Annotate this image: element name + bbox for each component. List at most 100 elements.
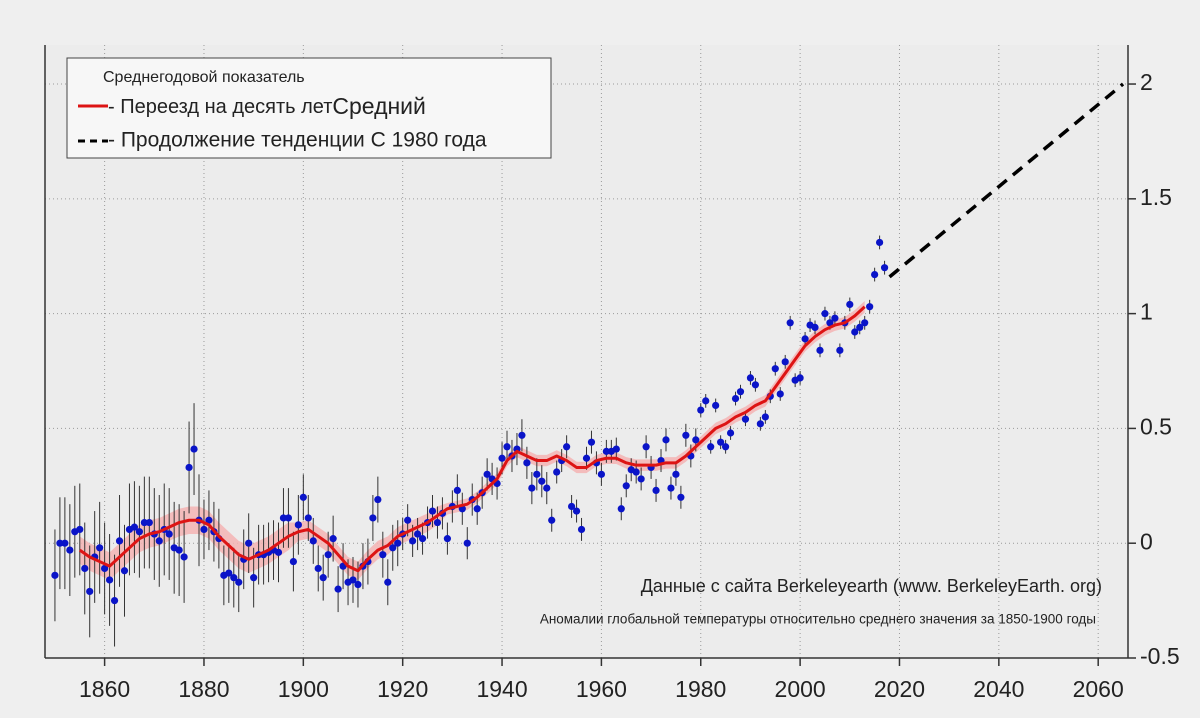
legend-title: Среднегодовой показатель (103, 69, 305, 86)
data-point (761, 413, 769, 421)
data-point (672, 470, 680, 478)
legend: Среднегодовой показатель - Переезд на де… (66, 57, 552, 159)
data-point (637, 475, 645, 483)
data-point (642, 443, 650, 451)
data-point (120, 567, 129, 575)
data-point (61, 539, 69, 547)
data-point (115, 537, 124, 545)
data-point (443, 535, 451, 543)
data-point (553, 468, 561, 476)
uncertainty-band (79, 300, 865, 580)
data-point (86, 587, 94, 596)
y-tick-label: 1.5 (1140, 184, 1172, 210)
data-point (394, 539, 402, 547)
data-point (453, 486, 461, 495)
data-point (225, 569, 233, 577)
data-point (389, 544, 397, 552)
data-point (294, 521, 302, 529)
data-point (816, 346, 824, 354)
x-tick-label: 2000 (775, 676, 826, 702)
data-point (190, 445, 198, 453)
data-point (776, 390, 784, 398)
legend-box (66, 57, 552, 159)
data-point (880, 264, 889, 272)
data-point (314, 564, 322, 573)
data-point (309, 537, 317, 545)
data-point (250, 574, 258, 582)
data-point (66, 546, 74, 554)
data-point (876, 238, 884, 247)
data-point (726, 429, 735, 437)
legend-label: - Переезд на десять летСредний (108, 93, 426, 119)
data-point (622, 482, 630, 490)
x-tick-label: 2060 (1073, 676, 1124, 702)
data-point (582, 454, 591, 462)
data-point (692, 436, 700, 444)
data-point (369, 514, 377, 522)
data-point (851, 328, 859, 336)
data-point (563, 443, 571, 451)
data-point (51, 571, 59, 579)
y-tick-label: -0.5 (1140, 643, 1180, 669)
annotation: Данные с сайта Berkeleyearth (www. Berke… (641, 576, 1102, 596)
data-point (811, 323, 819, 331)
data-point (503, 443, 511, 451)
data-point (379, 551, 387, 559)
data-point (682, 431, 690, 439)
data-point (652, 486, 660, 495)
data-point (433, 518, 442, 527)
data-point (155, 537, 163, 545)
y-tick-label: 0.5 (1140, 413, 1172, 439)
data-point (702, 397, 710, 405)
x-tick-label: 2040 (973, 676, 1024, 702)
data-point (135, 528, 143, 536)
data-point (572, 507, 581, 515)
data-point (826, 319, 834, 327)
data-point (76, 525, 84, 534)
data-point (523, 459, 531, 467)
x-tick-label: 1900 (278, 676, 329, 702)
data-point (96, 544, 104, 552)
data-point (831, 314, 839, 322)
data-point (751, 381, 760, 389)
data-point (786, 319, 794, 327)
data-point (617, 505, 625, 513)
data-point (374, 495, 382, 504)
data-point (473, 505, 481, 513)
trend-line (888, 82, 1125, 279)
data-point (861, 319, 869, 327)
data-point (418, 535, 427, 543)
data-point (717, 438, 725, 446)
x-tick-label: 1860 (79, 676, 130, 702)
x-tick-label: 1960 (576, 676, 627, 702)
data-point (796, 374, 804, 382)
data-point (543, 484, 551, 492)
data-point (463, 539, 471, 547)
data-point (110, 597, 119, 605)
data-point (349, 576, 357, 584)
data-point (180, 553, 188, 561)
data-point (677, 493, 685, 501)
data-point (771, 365, 779, 373)
data-point (597, 470, 606, 478)
y-tick-label: 2 (1140, 69, 1153, 95)
data-point (105, 576, 114, 584)
x-tick-label: 1880 (178, 676, 229, 702)
data-point (334, 585, 342, 593)
data-point (498, 454, 506, 462)
data-point (741, 415, 750, 423)
data-point (165, 530, 173, 538)
data-point (175, 546, 183, 554)
data-point (781, 358, 789, 366)
data-point (756, 420, 764, 428)
y-tick-label: 1 (1140, 299, 1153, 325)
data-point (736, 388, 745, 396)
data-point (230, 574, 238, 582)
x-tick-label: 1940 (476, 676, 527, 702)
data-point (722, 443, 730, 451)
data-point (130, 523, 139, 531)
data-point (81, 564, 89, 573)
data-point (279, 514, 288, 522)
data-point (428, 507, 437, 515)
x-tick-label: 2020 (874, 676, 925, 702)
